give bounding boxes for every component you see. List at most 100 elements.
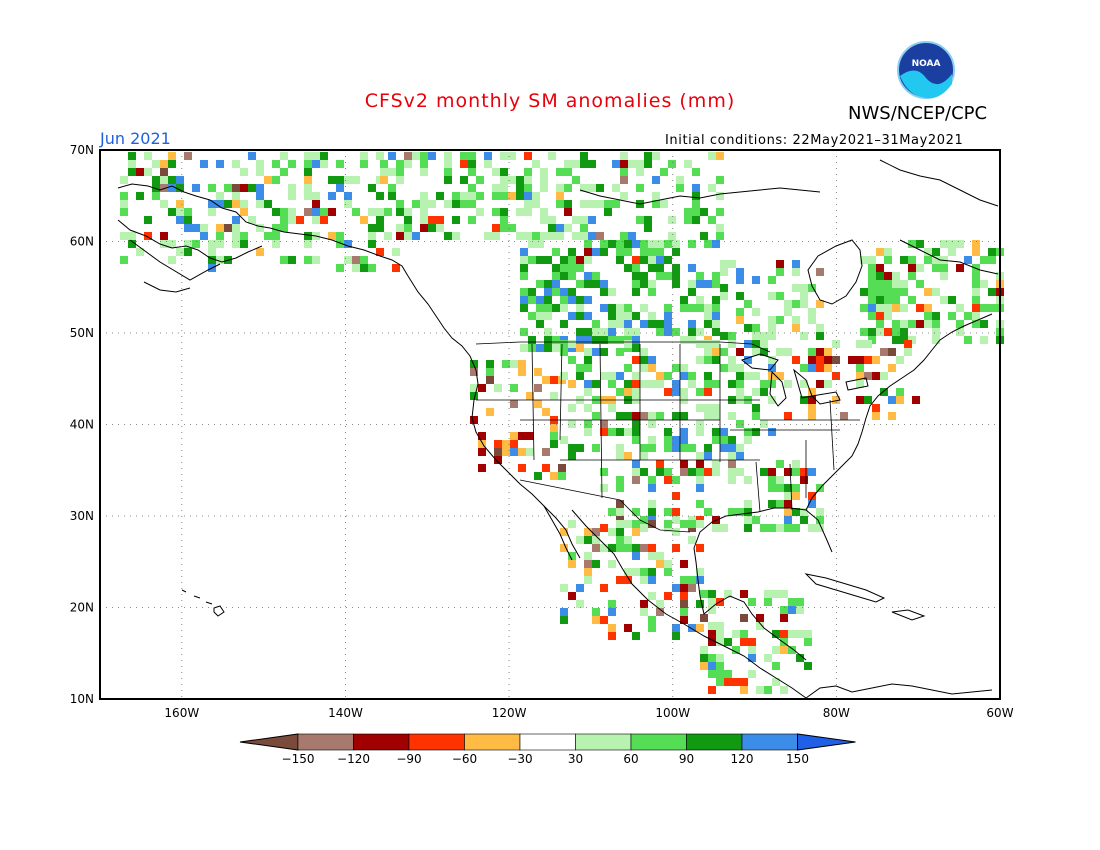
anomaly-cell (756, 622, 764, 630)
anomaly-cell (948, 240, 956, 248)
anomaly-cell (724, 678, 732, 686)
anomaly-cell (712, 348, 720, 356)
anomaly-cell (656, 600, 664, 608)
anomaly-cell (368, 208, 376, 216)
anomaly-cell (756, 614, 764, 622)
anomaly-cell (800, 284, 808, 292)
anomaly-cell (632, 336, 640, 344)
anomaly-cell (664, 256, 672, 264)
anomaly-cell (692, 168, 700, 176)
anomaly-cell (656, 468, 664, 476)
anomaly-cell (904, 348, 912, 356)
anomaly-cell (518, 432, 526, 440)
anomaly-cell (312, 192, 320, 200)
anomaly-cell (704, 412, 712, 420)
anomaly-cell (672, 272, 680, 280)
anomaly-cell (768, 292, 776, 300)
anomaly-cell (648, 248, 656, 256)
anomaly-cell (672, 624, 680, 632)
anomaly-cell (470, 392, 478, 400)
anomaly-cell (688, 520, 696, 528)
anomaly-cell (568, 272, 576, 280)
colorbar-label: −120 (337, 752, 370, 766)
anomaly-cell (360, 216, 368, 224)
anomaly-cell (800, 364, 808, 372)
anomaly-cell (776, 348, 784, 356)
anomaly-cell (932, 248, 940, 256)
anomaly-cell (784, 468, 792, 476)
anomaly-cell (548, 232, 556, 240)
anomaly-cell (876, 248, 884, 256)
anomaly-cell (500, 168, 508, 176)
anomaly-cell (612, 184, 620, 192)
anomaly-cell (768, 380, 776, 388)
anomaly-cell (534, 472, 542, 480)
anomaly-cell (760, 380, 768, 388)
anomaly-cell (728, 340, 736, 348)
organization-label: NWS/NCEP/CPC (848, 103, 988, 124)
anomaly-cell (672, 436, 680, 444)
anomaly-cell (716, 662, 724, 670)
anomaly-cell (768, 476, 776, 484)
anomaly-cell (916, 240, 924, 248)
anomaly-cell (640, 412, 648, 420)
anomaly-cell (784, 380, 792, 388)
anomaly-cell (224, 184, 232, 192)
anomaly-cell (664, 520, 672, 528)
anomaly-cell (502, 360, 510, 368)
anomaly-cell (632, 476, 640, 484)
anomaly-cell (636, 168, 644, 176)
anomaly-cell (544, 280, 552, 288)
anomaly-cell (404, 208, 412, 216)
anomaly-cell (468, 184, 476, 192)
anomaly-cell (460, 192, 468, 200)
anomaly-cell (888, 348, 896, 356)
anomaly-cell (896, 388, 904, 396)
anomaly-cell (888, 412, 896, 420)
anomaly-cell (680, 388, 688, 396)
anomaly-cell (956, 328, 964, 336)
anomaly-cell (720, 332, 728, 340)
lon-tick-label: 100W (655, 706, 690, 720)
anomaly-cell (648, 476, 656, 484)
anomaly-cell (568, 420, 576, 428)
anomaly-cell (478, 448, 486, 456)
anomaly-cell (868, 312, 876, 320)
anomaly-cell (772, 646, 780, 654)
anomaly-cell (636, 216, 644, 224)
anomaly-cell (704, 280, 712, 288)
anomaly-cell (680, 616, 688, 624)
anomaly-cell (380, 160, 388, 168)
anomaly-cell (508, 192, 516, 200)
anomaly-cell (536, 256, 544, 264)
anomaly-cell (800, 396, 808, 404)
anomaly-cell (168, 176, 176, 184)
anomaly-cell (708, 598, 716, 606)
anomaly-cell (524, 192, 532, 200)
anomaly-cell (632, 468, 640, 476)
anomaly-cell (152, 176, 160, 184)
anomaly-cell (808, 348, 816, 356)
anomaly-cell (716, 670, 724, 678)
anomaly-cell (612, 160, 620, 168)
anomaly-cell (948, 296, 956, 304)
anomaly-cell (688, 288, 696, 296)
anomaly-cell (532, 200, 540, 208)
anomaly-cell (716, 232, 724, 240)
anomaly-cell (216, 240, 224, 248)
anomaly-cell (808, 524, 816, 532)
anomaly-cell (656, 264, 664, 272)
anomaly-cell (624, 312, 632, 320)
anomaly-cell (816, 356, 824, 364)
anomaly-cell (336, 264, 344, 272)
anomaly-cell (780, 590, 788, 598)
anomaly-cell (560, 272, 568, 280)
anomaly-cell (608, 600, 616, 608)
anomaly-cell (792, 484, 800, 492)
anomaly-cell (788, 630, 796, 638)
anomaly-cell (740, 630, 748, 638)
anomaly-cell (444, 200, 452, 208)
anomaly-cell (368, 232, 376, 240)
anomaly-cell (696, 576, 704, 584)
lat-tick-label: 70N (70, 143, 94, 157)
